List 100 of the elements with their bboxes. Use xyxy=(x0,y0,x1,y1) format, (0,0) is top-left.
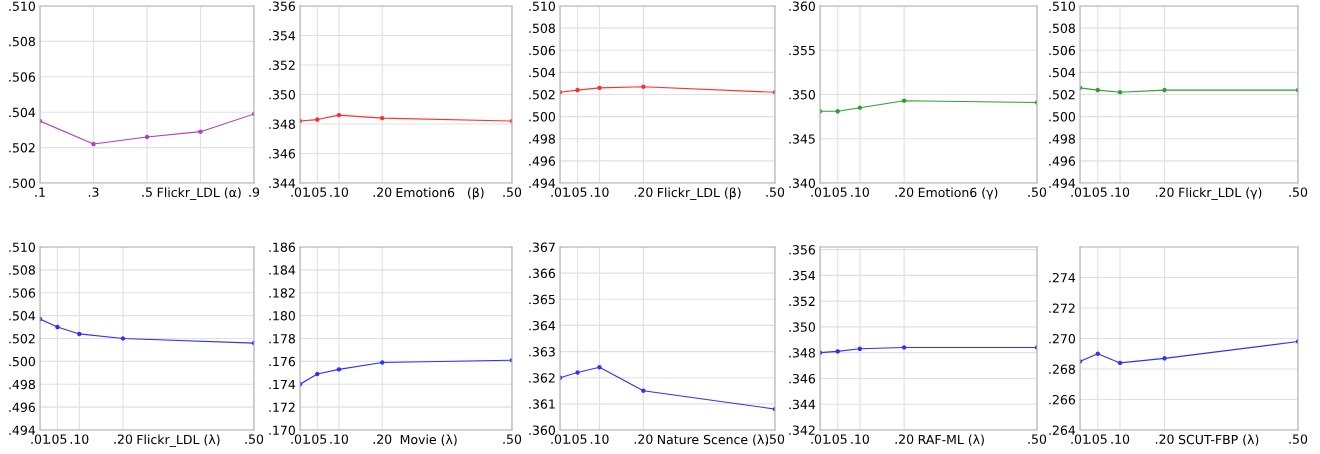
x-tick-label: .50 xyxy=(503,187,522,197)
x-tick-label: .01 xyxy=(1071,187,1089,197)
y-tick-label: .510 xyxy=(9,1,35,11)
y-tick-label: .498 xyxy=(9,379,35,390)
y-tick-label: .172 xyxy=(269,402,295,412)
x-tick-label: .10 xyxy=(330,434,349,444)
y-tick-label: .344 xyxy=(269,178,296,188)
y-tick-label: .498 xyxy=(1049,134,1075,144)
y-tick-label: .350 xyxy=(789,322,815,332)
y-tick-label: .502 xyxy=(9,333,35,344)
y-tick-label: .502 xyxy=(1049,89,1075,100)
y-tick-label: .184 xyxy=(269,265,296,275)
y-tick-label: .504 xyxy=(529,67,556,78)
y-tick-label: .508 xyxy=(9,265,35,275)
y-tick-label: .340 xyxy=(789,178,815,188)
x-tick-label: .50 xyxy=(503,434,522,444)
x-tick-label: .10 xyxy=(851,187,869,197)
x-tick-label: .20 xyxy=(373,187,392,197)
y-tick-label: .510 xyxy=(9,242,35,252)
y-tick-label: .504 xyxy=(9,107,36,118)
x-tick-label: .10 xyxy=(1111,187,1130,197)
y-tick-label: .348 xyxy=(789,348,815,358)
y-tick-label: .506 xyxy=(1049,45,1076,56)
x-tick-label: .10 xyxy=(590,187,609,197)
x-tick-label: .20 xyxy=(634,187,653,197)
x-axis-title: Emotion6 (γ) xyxy=(918,187,998,200)
y-tick-label: .360 xyxy=(789,1,815,11)
x-axis-title: RAF-ML (λ) xyxy=(918,434,984,446)
y-tick-label: .178 xyxy=(269,333,295,344)
y-tick-label: .350 xyxy=(269,89,295,100)
y-tick-label: .362 xyxy=(529,373,555,383)
y-tick-label: .500 xyxy=(529,112,555,122)
y-tick-label: .508 xyxy=(529,23,555,34)
y-tick-label: .352 xyxy=(269,60,295,70)
y-tick-label: .345 xyxy=(789,134,815,144)
x-tick-label: .05 xyxy=(48,434,67,444)
y-tick-label: .510 xyxy=(1049,1,1075,11)
x-tick-label: .05 xyxy=(568,187,587,197)
x-tick-label: .50 xyxy=(245,434,264,444)
x-tick-label: .01 xyxy=(31,434,49,444)
y-tick-label: .352 xyxy=(789,296,815,307)
y-tick-label: .504 xyxy=(9,311,36,321)
y-tick-label: .500 xyxy=(1049,112,1075,122)
x-tick-label: .10 xyxy=(330,187,349,197)
x-tick-label: .5 xyxy=(142,187,152,197)
y-tick-label: .502 xyxy=(9,143,35,153)
y-tick-label: .500 xyxy=(9,356,35,367)
y-tick-label: .504 xyxy=(1049,67,1076,78)
x-tick-label: .50 xyxy=(1028,434,1047,444)
x-tick-label: .05 xyxy=(829,434,847,444)
x-axis-title: Flickr_LDL (λ) xyxy=(137,434,220,448)
y-tick-label: .367 xyxy=(529,242,555,252)
y-tick-label: .346 xyxy=(269,148,296,159)
x-tick-label: .1 xyxy=(35,187,45,197)
y-tick-label: .496 xyxy=(1049,156,1076,166)
x-tick-label: .20 xyxy=(373,434,392,444)
y-tick-label: .356 xyxy=(789,245,816,255)
y-tick-label: .506 xyxy=(529,45,556,56)
y-tick-label: .506 xyxy=(9,288,36,298)
x-tick-label: .50 xyxy=(1028,187,1047,197)
y-tick-label: .344 xyxy=(789,399,816,410)
x-axis-title: Emotion6 (β) xyxy=(396,187,484,200)
y-tick-label: .186 xyxy=(269,242,296,252)
x-tick-label: .05 xyxy=(308,187,327,197)
x-tick-label: .05 xyxy=(1089,434,1107,444)
y-tick-label: .494 xyxy=(1049,178,1076,188)
y-tick-label: .354 xyxy=(789,270,816,281)
x-tick-label: .3 xyxy=(88,187,99,197)
y-tick-label: .496 xyxy=(9,402,36,413)
y-tick-label: .176 xyxy=(269,356,296,367)
y-tick-label: .348 xyxy=(269,119,295,129)
y-tick-label: .346 xyxy=(789,373,816,384)
y-tick-label: .496 xyxy=(529,156,556,166)
y-tick-label: .266 xyxy=(1049,394,1076,405)
y-tick-label: .510 xyxy=(529,1,555,11)
x-tick-label: .05 xyxy=(568,434,587,444)
x-tick-label: .05 xyxy=(1089,187,1107,197)
y-tick-label: .170 xyxy=(269,425,295,435)
x-tick-label: .50 xyxy=(766,187,785,197)
x-tick-label: .20 xyxy=(1155,187,1174,197)
y-tick-label: .264 xyxy=(1049,425,1076,435)
x-tick-label: .20 xyxy=(895,434,914,444)
y-tick-label: .498 xyxy=(529,134,555,144)
y-tick-label: .270 xyxy=(1049,333,1075,344)
y-tick-label: .342 xyxy=(789,425,815,435)
y-tick-label: .354 xyxy=(269,30,296,41)
y-tick-label: .366 xyxy=(529,268,556,279)
y-tick-label: .272 xyxy=(1049,303,1075,313)
y-tick-label: .268 xyxy=(1049,364,1075,374)
x-tick-label: .01 xyxy=(291,434,309,444)
x-axis-title: Flickr_LDL (β) xyxy=(657,187,741,200)
y-tick-label: .174 xyxy=(269,379,296,389)
x-tick-label: .20 xyxy=(114,434,133,444)
y-tick-label: .502 xyxy=(529,89,555,100)
y-tick-label: .506 xyxy=(9,72,36,82)
y-tick-label: .355 xyxy=(789,45,815,56)
x-axis-title: Flickr_LDL (α) xyxy=(157,187,241,200)
x-tick-label: .50 xyxy=(1289,187,1308,197)
x-tick-label: .10 xyxy=(590,434,609,444)
x-axis-title: Flickr_LDL (γ) xyxy=(1179,187,1262,200)
